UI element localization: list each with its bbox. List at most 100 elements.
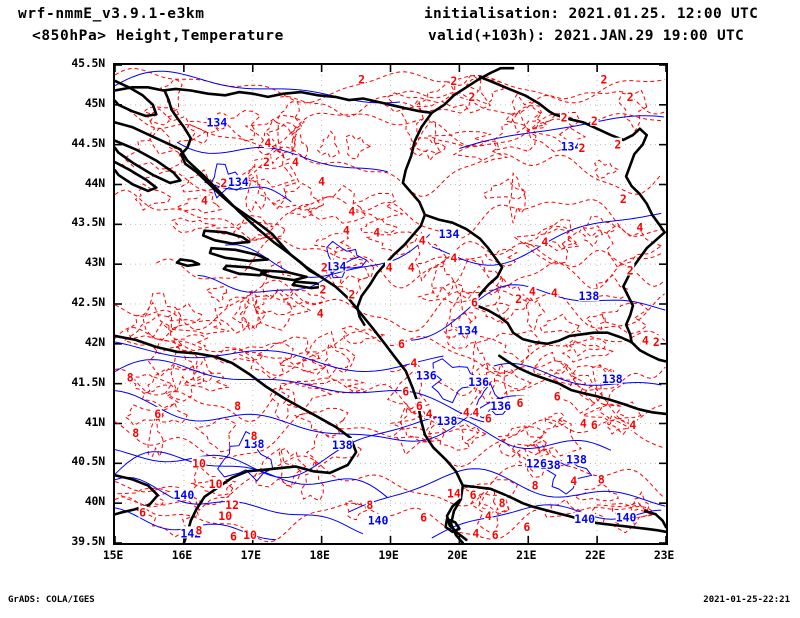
temperature-cell-105: [484, 248, 518, 267]
temperature-cell-7: [492, 110, 537, 153]
height-contour-label: 134: [207, 115, 228, 129]
temperature-contour-3: [115, 189, 665, 241]
temperature-cell-115: [344, 134, 372, 160]
temperature-cell-147: [591, 364, 625, 407]
temperature-contour-label: 6: [154, 407, 161, 421]
temperature-contour-label: 6: [523, 520, 530, 534]
temperature-contour-label: 10: [192, 456, 206, 470]
temperature-cell-78: [498, 425, 547, 458]
temperature-contour-label: 8: [196, 523, 203, 537]
temperature-cell-45: [170, 319, 230, 335]
temperature-cell-113: [123, 126, 183, 170]
temperature-contour-label: 4: [463, 405, 470, 419]
y-axis-tick-44N: 44N: [84, 175, 105, 190]
valid-time-label: valid(+103h): 2021.JAN.29 19:00 UTC: [428, 28, 745, 44]
height-contour-label: 138: [566, 452, 587, 466]
temperature-cell-0: [441, 74, 491, 114]
temperature-contour-label: 2: [614, 138, 621, 152]
temperature-cell-65: [181, 169, 221, 194]
temperature-cell-70: [300, 458, 324, 502]
height-contour-2: [225, 233, 431, 278]
temperature-cell-134: [167, 302, 203, 323]
x-axis-tick-22E: 22E: [585, 548, 606, 562]
height-contour-11: [115, 451, 389, 499]
temperature-cell-93: [136, 499, 199, 538]
temperature-cell-108: [306, 184, 367, 224]
chart-footer: GrADS: COLA/IGES 2021-01-25-22:21: [0, 595, 800, 618]
temperature-contour-label: 4: [636, 221, 643, 235]
weather-contour-map: 134 134 134 134 134 134 136 136 136 138 138 138 138 1…: [113, 63, 668, 545]
temperature-cell-138: [159, 78, 183, 112]
temperature-cell-12: [276, 101, 304, 136]
temperature-cell-130: [598, 401, 642, 436]
temperature-contour-label: 10: [243, 528, 257, 542]
temperature-cell-30: [265, 121, 299, 161]
temperature-contour-label: 4: [570, 474, 577, 488]
height-contour-label: 140: [174, 488, 195, 502]
temperature-contour-label: 8: [127, 370, 134, 384]
temperature-cell-64: [492, 330, 541, 363]
temperature-contour-8: [115, 412, 665, 467]
temperature-cell-101: [532, 351, 569, 376]
temperature-cell-112: [548, 364, 578, 381]
temperature-cell-33: [245, 162, 300, 210]
temperature-contour-label: 2: [627, 90, 634, 104]
y-axis-tick-42.5N: 42.5N: [71, 295, 105, 309]
temperature-cell-91: [417, 281, 476, 304]
x-axis-tick-17E: 17E: [240, 548, 261, 562]
temperature-contour-label: 6: [420, 511, 427, 525]
temperature-cell-9: [539, 313, 580, 334]
temperature-cell-133: [470, 493, 510, 535]
temperature-contour-label: 4: [348, 205, 355, 219]
initialisation-time-label: initialisation: 2021.01.25. 12:00 UTC: [424, 6, 759, 22]
height-contour-label: 136: [468, 375, 489, 389]
temperature-contour-label: 2: [450, 74, 457, 88]
temperature-cell-127: [189, 464, 234, 512]
temperature-cell-54: [414, 231, 447, 282]
temperature-cell-89: [174, 192, 223, 214]
temperature-contour-label: 4: [264, 136, 271, 150]
temperature-cell-29: [454, 256, 504, 300]
temperature-contour-12: [417, 249, 665, 289]
temperature-contour-label: 4: [386, 260, 393, 274]
temperature-cell-144: [473, 302, 512, 323]
height-contour-label: 134: [439, 227, 460, 241]
height-contour-label: 134: [561, 139, 582, 153]
temperature-cell-82: [476, 361, 533, 404]
height-cell-0: [431, 358, 484, 404]
temperature-cell-149: [291, 133, 309, 165]
temperature-cell-98: [450, 312, 478, 336]
y-axis-tick-42N: 42N: [84, 334, 105, 349]
temperature-contour-label: 4: [343, 224, 350, 238]
x-axis-tick-20E: 20E: [447, 548, 468, 562]
temperature-cell-21: [142, 292, 182, 339]
temperature-cell-52: [142, 106, 180, 126]
temperature-contour-label: 10: [209, 477, 223, 491]
temperature-cell-68: [414, 121, 441, 162]
height-cell-4: [209, 163, 244, 199]
temperature-cell-103: [482, 178, 527, 200]
temperature-contour-label: 8: [234, 399, 241, 413]
temperature-cell-28: [452, 140, 509, 163]
temperature-cell-41: [508, 172, 526, 224]
temperature-contour-label: 4: [485, 509, 492, 523]
temperature-cell-100: [605, 224, 663, 268]
temperature-cell-48: [170, 334, 209, 352]
temperature-contour-label: 2: [348, 287, 355, 301]
temperature-cell-118: [504, 105, 548, 131]
temperature-cell-13: [445, 291, 472, 341]
temperature-cell-87: [544, 412, 566, 428]
temperature-cell-110: [578, 225, 604, 248]
temperature-contour-label: 6: [139, 506, 146, 520]
temperature-contour-label: 4: [580, 417, 587, 431]
temperature-cell-128: [561, 339, 614, 363]
temperature-contour-label: 4: [426, 407, 433, 421]
temperature-cell-72: [423, 428, 480, 451]
temperature-cell-79: [428, 130, 492, 148]
height-contour-7: [115, 359, 488, 423]
y-axis-tick-39.5N: 39.5N: [71, 534, 105, 548]
temperature-cell-59: [254, 336, 321, 366]
temperature-cell-31: [205, 286, 228, 303]
temperature-cell-27: [510, 93, 542, 134]
